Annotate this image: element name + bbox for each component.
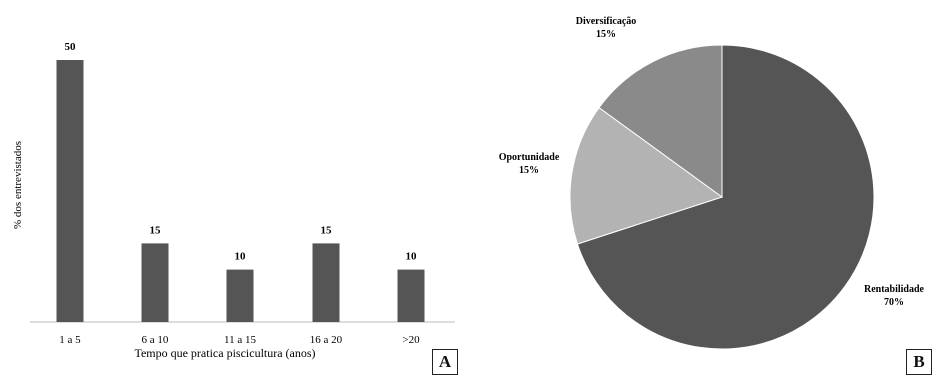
x-tick-label: 1 a 5 bbox=[59, 334, 81, 346]
bar bbox=[397, 269, 425, 322]
bar-chart: % dos entrevistados 50 15 10 15 10 1 a 5 6 a … bbox=[12, 41, 455, 360]
bar-value-label: 10 bbox=[235, 251, 247, 263]
pie-slice-label: Rentabilidade bbox=[864, 284, 925, 295]
x-tick-label: >20 bbox=[402, 334, 420, 346]
y-axis-title: % dos entrevistados bbox=[12, 141, 24, 229]
x-tick-label: 11 a 15 bbox=[224, 334, 256, 346]
bar-value-label: 15 bbox=[321, 224, 333, 236]
pie-labels: Rentabilidade 70% Oportunidade 15% Diversifi… bbox=[499, 16, 925, 308]
bar-value-labels: 50 15 10 15 10 bbox=[65, 41, 418, 263]
bar bbox=[141, 243, 169, 322]
pie-slice bbox=[598, 44, 723, 198]
panel-label-a: A bbox=[432, 349, 458, 375]
pie-slice-value: 15% bbox=[596, 29, 616, 40]
pie-slice bbox=[576, 44, 875, 350]
pie-slices bbox=[569, 44, 875, 350]
bar-value-label: 50 bbox=[65, 41, 77, 53]
bar bbox=[312, 243, 340, 322]
pie-slice bbox=[569, 106, 724, 245]
bar bbox=[226, 269, 254, 322]
pie-slice-value: 70% bbox=[884, 297, 904, 308]
bar bbox=[56, 60, 84, 322]
x-axis-title: Tempo que pratica piscicultura (anos) bbox=[134, 346, 315, 360]
pie-slice-label: Diversificação bbox=[576, 16, 637, 27]
pie-slice-value: 15% bbox=[519, 165, 539, 176]
bar-value-label: 10 bbox=[406, 251, 418, 263]
x-tick-labels: 1 a 5 6 a 10 11 a 15 16 a 20 >20 bbox=[59, 334, 420, 346]
pie-slice-label: Oportunidade bbox=[499, 152, 560, 163]
x-tick-label: 6 a 10 bbox=[142, 334, 169, 346]
pie-chart: Rentabilidade 70% Oportunidade 15% Diversifi… bbox=[499, 16, 925, 350]
bars bbox=[56, 60, 425, 322]
x-tick-label: 16 a 20 bbox=[310, 334, 343, 346]
panel-label-b: B bbox=[906, 349, 932, 375]
bar-value-label: 15 bbox=[150, 224, 162, 236]
